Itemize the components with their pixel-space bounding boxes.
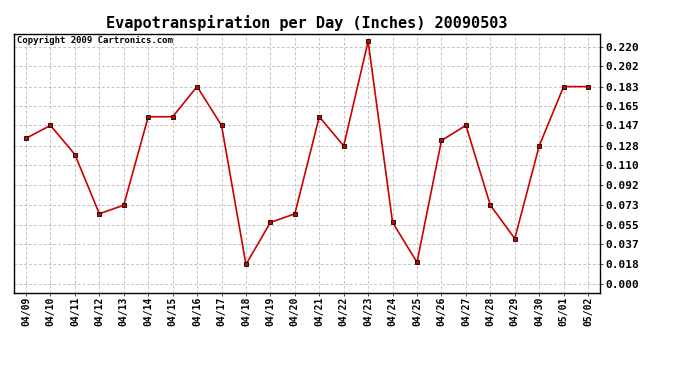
Title: Evapotranspiration per Day (Inches) 20090503: Evapotranspiration per Day (Inches) 2009… [106,15,508,31]
Text: Copyright 2009 Cartronics.com: Copyright 2009 Cartronics.com [17,36,172,45]
